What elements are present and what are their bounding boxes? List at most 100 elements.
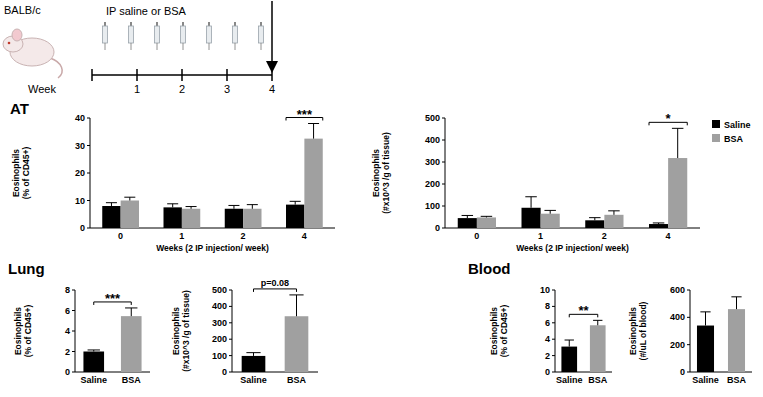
x-tick-label: 4: [666, 231, 671, 241]
error-cap: [247, 204, 258, 205]
error-cap: [125, 307, 137, 308]
y-tick-label: 200: [425, 179, 440, 189]
x-axis-label: Weeks (2 IP injection/ week): [156, 243, 269, 253]
syringe: [181, 22, 186, 50]
y-tick: [87, 200, 90, 201]
bar: [285, 316, 309, 372]
y-tick: [87, 228, 90, 229]
error-bar: [653, 223, 664, 224]
treatment-label: IP saline or BSA: [106, 5, 187, 17]
error-stem: [597, 320, 598, 325]
panel-title: Lung: [8, 260, 45, 277]
y-tick: [442, 206, 445, 207]
x-tick-label: Saline: [692, 375, 719, 385]
bar: [561, 347, 577, 372]
legend-swatch: [712, 120, 720, 128]
y-tick: [229, 290, 232, 291]
chart: BloodEosinophils(% of CD45+)0246810Salin…: [468, 260, 612, 385]
significance-label: *: [666, 111, 672, 126]
bar: [668, 158, 687, 228]
legend: SalineBSA: [712, 120, 751, 144]
y-tick-label: 500: [212, 285, 227, 295]
error-bar: [731, 297, 741, 309]
error-stem: [296, 295, 297, 316]
y-tick: [552, 306, 555, 307]
bar: [286, 205, 304, 228]
bar: [83, 352, 104, 373]
significance-label: p=0.08: [261, 278, 289, 288]
y-tick-label: 6: [65, 306, 70, 316]
bar: [590, 325, 606, 372]
y-tick-label: 200: [670, 340, 685, 350]
bar: [728, 309, 745, 372]
y-axis-label: (#x10^3 /g of tissue): [181, 290, 191, 372]
y-tick: [552, 322, 555, 323]
error-stem: [131, 308, 132, 316]
y-tick-label: 0: [65, 367, 70, 377]
y-axis-label: (% of CD45+): [23, 305, 33, 358]
y-tick: [229, 306, 232, 307]
error-stem: [172, 204, 173, 208]
syringe-needle: [183, 43, 184, 50]
y-tick-label: 40: [75, 113, 85, 123]
error-cap: [88, 349, 100, 350]
significance: *: [649, 111, 687, 126]
y-tick: [442, 140, 445, 141]
y-tick: [442, 228, 445, 229]
bar: [522, 208, 541, 228]
y-axis: [445, 118, 446, 228]
y-axis-label: Eosinophils: [171, 307, 181, 355]
y-tick-label: 8: [65, 285, 70, 295]
y-tick: [229, 322, 232, 323]
significance-bracket: [254, 289, 297, 292]
error-bar: [186, 207, 197, 209]
error-cap: [589, 217, 600, 218]
error-bar: [589, 218, 600, 221]
y-tick: [229, 372, 232, 373]
plot-area: [561, 320, 605, 372]
y-tick: [72, 331, 75, 332]
bar: [102, 206, 120, 228]
error-cap: [525, 196, 536, 197]
timeline-tick: [226, 69, 228, 81]
syringe-plunger: [156, 22, 158, 26]
x-tick-label: 1: [179, 231, 184, 241]
x-tick-label: Saline: [556, 375, 583, 385]
error-cap: [246, 352, 260, 353]
significance-label: **: [578, 303, 589, 318]
y-axis-label: (#/uL of blood): [638, 301, 648, 360]
y-tick-label: 2: [65, 347, 70, 357]
syringe-plunger: [130, 22, 132, 26]
significance-label: ***: [105, 291, 121, 306]
y-tick: [687, 317, 690, 318]
significance: **: [569, 303, 598, 318]
bar: [243, 209, 261, 228]
y-tick-label: 300: [425, 157, 440, 167]
error-stem: [705, 312, 706, 326]
legend-swatch: [712, 134, 720, 142]
y-tick: [87, 118, 90, 119]
y-tick: [442, 118, 445, 119]
y-tick-label: 20: [75, 168, 85, 178]
error-bar: [593, 320, 602, 325]
bar: [697, 326, 714, 372]
syringe-plunger: [260, 22, 262, 26]
y-tick: [72, 310, 75, 311]
error-cap: [672, 128, 683, 129]
error-cap: [167, 203, 178, 204]
error-bar: [525, 197, 536, 208]
plot-area: [458, 128, 688, 228]
figure: BALB/cIP saline or BSA1234WeekATEosinoph…: [0, 0, 763, 397]
x-axis-label: Weeks (2 IP injection/ week): [516, 243, 629, 253]
syringe-needle: [235, 43, 236, 50]
bar: [121, 201, 139, 229]
y-tick: [552, 355, 555, 356]
x-tick-label: 1: [538, 231, 543, 241]
y-tick-label: 30: [75, 141, 85, 151]
error-bar: [481, 216, 492, 217]
error-cap: [481, 216, 492, 217]
error-cap: [290, 201, 301, 202]
error-cap: [608, 210, 619, 211]
plot-area: [83, 308, 141, 372]
y-tick-label: 400: [670, 312, 685, 322]
